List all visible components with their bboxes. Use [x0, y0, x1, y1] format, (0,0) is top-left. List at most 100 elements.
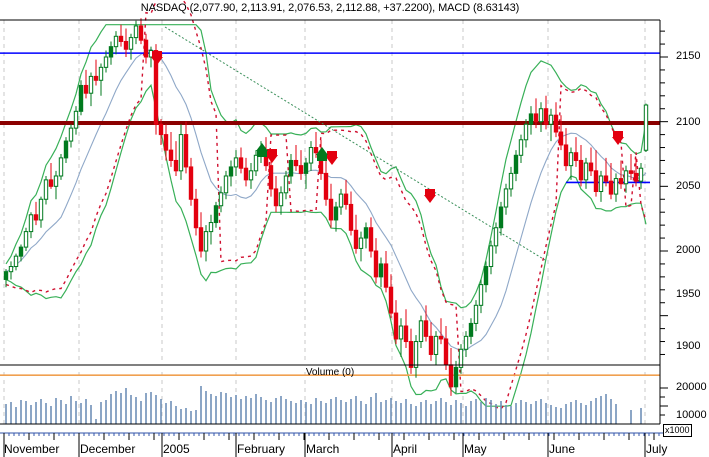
candle-body	[608, 180, 614, 195]
candle-body	[458, 348, 464, 368]
candlestick	[368, 217, 374, 258]
candlestick	[288, 154, 294, 184]
candlestick	[23, 227, 29, 251]
candlestick	[603, 157, 609, 187]
candle-body	[313, 147, 319, 154]
candle-body	[8, 266, 14, 273]
candle-body	[98, 66, 104, 81]
axis-lines-and-ticks	[0, 19, 670, 457]
candlestick	[623, 165, 629, 193]
signal-down-arrow[interactable]	[266, 149, 278, 163]
candle-body	[503, 188, 509, 208]
candle-body	[583, 162, 589, 181]
candle-body	[343, 193, 349, 205]
candle-body	[278, 192, 284, 207]
candle-body	[613, 178, 619, 195]
candle-body	[253, 154, 259, 172]
candlestick	[463, 331, 469, 358]
gridlines-group	[3, 20, 646, 424]
candle-body	[183, 134, 189, 168]
candle-body	[78, 84, 84, 112]
candlestick	[133, 20, 139, 45]
candle-body	[588, 162, 594, 172]
candle-body	[103, 56, 109, 68]
candlestick	[203, 225, 209, 262]
candle-body	[188, 166, 194, 200]
signal-up-arrow[interactable]	[256, 143, 268, 157]
candle-body	[398, 325, 404, 340]
candlestick	[213, 201, 219, 228]
signal-down-arrow[interactable]	[612, 131, 624, 145]
trendlines-group	[164, 26, 546, 261]
volume-y-label-20000: 20000	[676, 381, 707, 393]
candle-body	[623, 170, 629, 185]
candlestick	[373, 238, 379, 284]
candle-body	[288, 159, 294, 177]
candle-body	[3, 271, 9, 280]
candle-body	[168, 149, 174, 161]
candle-body	[173, 159, 179, 172]
candle-body	[408, 341, 414, 368]
candlestick	[458, 344, 464, 374]
candlestick	[388, 274, 394, 319]
candlestick	[38, 196, 44, 228]
candlestick	[588, 147, 594, 176]
candle-body	[558, 131, 564, 146]
candlestick	[323, 160, 329, 206]
candlestick	[228, 160, 234, 187]
signal-down-arrow[interactable]	[326, 151, 338, 165]
candle-body	[483, 266, 489, 286]
candle-body	[363, 227, 369, 239]
candle-body	[158, 123, 164, 136]
candlestick	[93, 59, 99, 86]
candle-body	[548, 114, 554, 125]
candlestick	[363, 222, 369, 249]
candle-body	[638, 167, 644, 182]
candlestick	[183, 121, 189, 174]
candle-body	[618, 178, 624, 185]
candle-body	[283, 175, 289, 194]
candle-body	[478, 284, 484, 306]
candle-body	[138, 25, 144, 41]
candle-body	[523, 123, 529, 141]
y-axis-label-2050: 2050	[676, 180, 701, 192]
candlestick	[278, 186, 284, 215]
signal-down-arrow[interactable]	[151, 51, 163, 65]
candlestick	[508, 166, 514, 197]
candlestick	[533, 98, 539, 129]
signal-down-arrow[interactable]	[424, 189, 436, 203]
candlestick	[283, 170, 289, 200]
candlestick	[333, 201, 339, 232]
candlestick	[118, 24, 124, 47]
candlestick	[33, 201, 39, 226]
candlestick	[3, 269, 9, 288]
candlestick	[58, 154, 64, 180]
candlestick	[378, 257, 384, 288]
y-axis-label-2100: 2100	[676, 116, 701, 128]
candlestick	[398, 318, 404, 358]
candlestick	[298, 150, 304, 180]
trendline-descending-trendline[interactable]	[164, 26, 546, 261]
x-axis-label-april: April	[393, 442, 418, 456]
candle-body	[368, 227, 374, 252]
candlestick	[593, 150, 599, 197]
volume-scale-badge: x1000	[663, 424, 692, 437]
candle-body	[328, 198, 334, 221]
candlestick	[548, 108, 554, 142]
candle-body	[378, 263, 384, 278]
candle-body	[388, 286, 394, 314]
candle-body	[418, 320, 424, 343]
candle-body	[593, 170, 599, 193]
candlestick	[428, 322, 434, 361]
candle-body	[178, 134, 184, 172]
candlestick	[628, 154, 634, 180]
candle-body	[218, 192, 224, 207]
signal-up-arrow[interactable]	[316, 147, 328, 161]
candlestick	[553, 102, 559, 138]
candlestick	[138, 18, 144, 45]
candle-body	[533, 113, 539, 123]
candlestick	[618, 160, 624, 189]
candlestick	[28, 212, 34, 239]
candle-body	[578, 159, 584, 181]
